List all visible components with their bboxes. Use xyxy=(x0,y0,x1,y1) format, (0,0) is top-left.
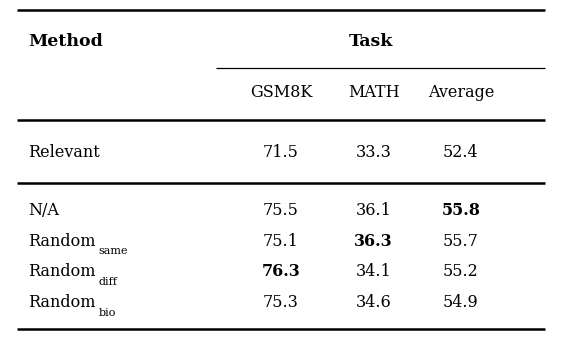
Text: GSM8K: GSM8K xyxy=(250,84,312,101)
Text: 76.3: 76.3 xyxy=(262,263,300,280)
Text: Task: Task xyxy=(349,32,393,50)
Text: Average: Average xyxy=(428,84,494,101)
Text: Random: Random xyxy=(28,263,96,280)
Text: diff: diff xyxy=(98,277,117,287)
Text: 55.8: 55.8 xyxy=(441,202,481,219)
Text: 54.9: 54.9 xyxy=(443,294,479,311)
Text: Random: Random xyxy=(28,233,96,250)
Text: bio: bio xyxy=(98,308,116,318)
Text: 36.3: 36.3 xyxy=(355,233,393,250)
Text: Method: Method xyxy=(28,32,103,50)
Text: 55.7: 55.7 xyxy=(443,233,479,250)
Text: 75.1: 75.1 xyxy=(263,233,299,250)
Text: 55.2: 55.2 xyxy=(443,263,479,280)
Text: Relevant: Relevant xyxy=(28,144,100,161)
Text: 34.1: 34.1 xyxy=(356,263,392,280)
Text: 75.5: 75.5 xyxy=(263,202,299,219)
Text: same: same xyxy=(98,246,128,256)
Text: 34.6: 34.6 xyxy=(356,294,392,311)
Text: 36.1: 36.1 xyxy=(356,202,392,219)
Text: 33.3: 33.3 xyxy=(356,144,392,161)
Text: 71.5: 71.5 xyxy=(263,144,299,161)
Text: N/A: N/A xyxy=(28,202,59,219)
Text: 52.4: 52.4 xyxy=(443,144,479,161)
Text: 75.3: 75.3 xyxy=(263,294,299,311)
Text: MATH: MATH xyxy=(348,84,400,101)
Text: Random: Random xyxy=(28,294,96,311)
